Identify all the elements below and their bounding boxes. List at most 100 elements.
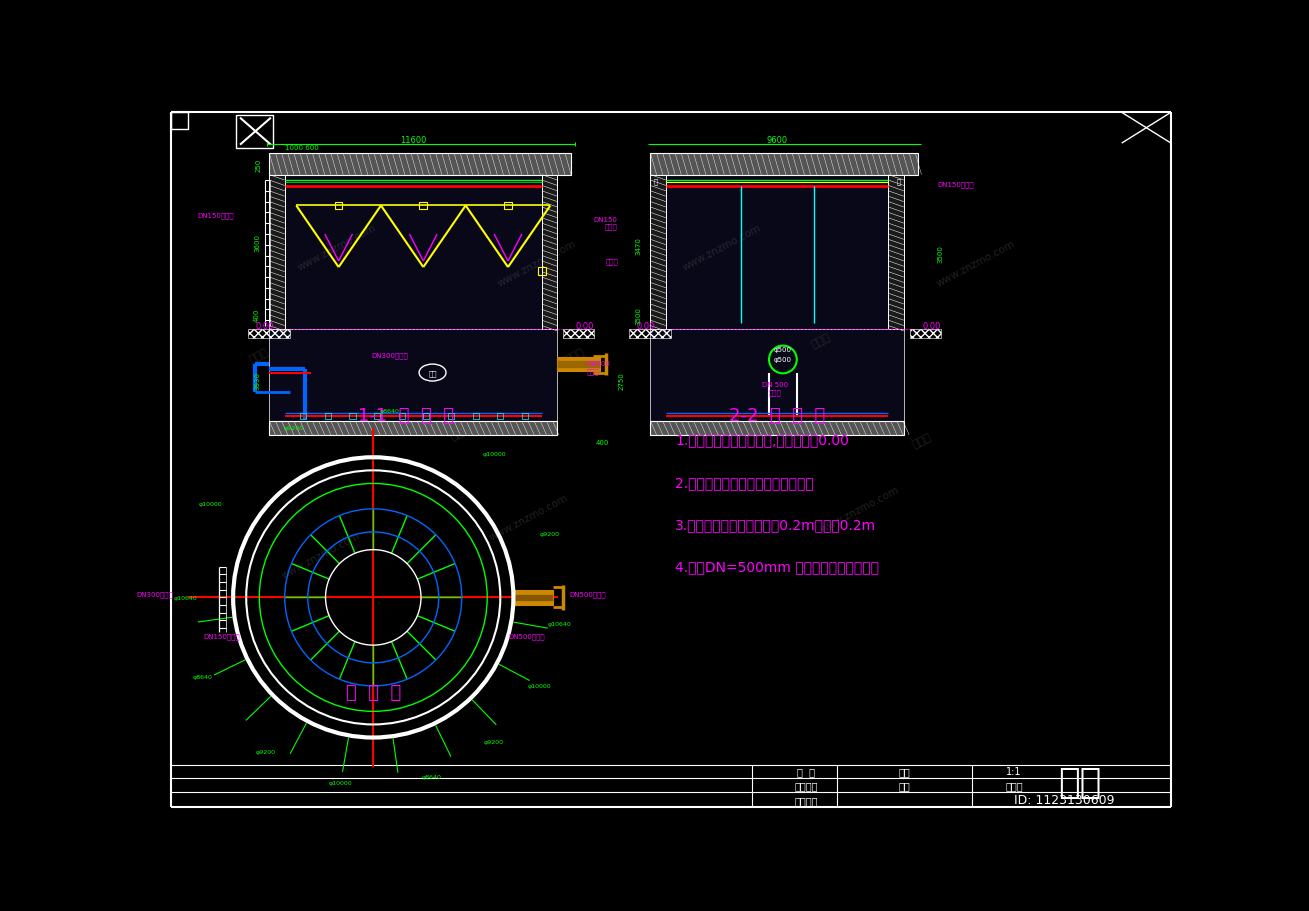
Text: 1:1: 1:1 xyxy=(1007,766,1021,776)
Text: www.znzmo.com: www.znzmo.com xyxy=(296,223,377,272)
Text: DN150放气管: DN150放气管 xyxy=(937,181,974,188)
Bar xyxy=(374,413,380,419)
Text: ID: 1123130609: ID: 1123130609 xyxy=(1013,793,1114,806)
Text: 知末网: 知末网 xyxy=(449,424,471,442)
Bar xyxy=(419,202,427,210)
Bar xyxy=(325,413,331,419)
Text: 0.00: 0.00 xyxy=(636,322,654,331)
Text: www.znzmo.com: www.znzmo.com xyxy=(681,223,762,272)
Text: φ10000: φ10000 xyxy=(482,452,505,456)
Text: φ9200: φ9200 xyxy=(255,749,275,754)
Text: 知末网: 知末网 xyxy=(564,346,586,364)
Text: DN150放气管: DN150放气管 xyxy=(204,633,241,640)
Text: 专业班级: 专业班级 xyxy=(795,781,818,791)
Text: 学号: 学号 xyxy=(899,766,911,776)
Text: 9600: 9600 xyxy=(766,136,787,145)
Text: DN150
放气管: DN150 放气管 xyxy=(593,216,618,230)
Text: 知末网: 知末网 xyxy=(810,331,833,349)
Text: 知末网: 知末网 xyxy=(910,431,932,449)
Text: www.znzmo.com: www.znzmo.com xyxy=(488,492,569,542)
Bar xyxy=(497,413,504,419)
Text: 0.00: 0.00 xyxy=(576,322,594,331)
Text: 0.00: 0.00 xyxy=(923,322,941,331)
Bar xyxy=(558,358,600,372)
Bar xyxy=(538,268,546,275)
Bar xyxy=(513,590,554,606)
Bar xyxy=(651,176,666,329)
Text: www.znzmo.com: www.znzmo.com xyxy=(819,485,901,534)
Text: 0.00: 0.00 xyxy=(255,322,274,331)
Text: 3500: 3500 xyxy=(937,245,944,263)
Text: φ8640: φ8640 xyxy=(380,408,399,414)
Text: 4.采用DN=500mm 排泥管，两天排泥一次: 4.采用DN=500mm 排泥管，两天排泥一次 xyxy=(675,560,880,574)
Text: 3930: 3930 xyxy=(254,372,260,390)
Bar xyxy=(300,413,306,419)
Text: φ10000: φ10000 xyxy=(528,683,551,689)
Text: 知末: 知末 xyxy=(1058,765,1101,799)
Text: 3600: 3600 xyxy=(254,233,260,251)
Text: 2750: 2750 xyxy=(618,372,624,390)
Text: φ8640: φ8640 xyxy=(421,773,441,779)
Bar xyxy=(473,413,479,419)
Text: 400: 400 xyxy=(254,309,260,322)
Text: 知末网: 知末网 xyxy=(249,346,271,364)
Text: 1.图尺寸均以毫米为单位,室外标高为0.00: 1.图尺寸均以毫米为单位,室外标高为0.00 xyxy=(675,433,850,447)
Text: φ9200: φ9200 xyxy=(484,739,504,744)
Text: φ8640: φ8640 xyxy=(192,674,213,680)
Text: 平  面  图: 平 面 图 xyxy=(346,683,401,701)
Text: φ9200: φ9200 xyxy=(284,425,304,430)
Text: 顶: 顶 xyxy=(897,179,901,185)
Bar xyxy=(910,329,941,339)
Text: DN500排泥管: DN500排泥管 xyxy=(569,590,606,598)
Bar xyxy=(399,413,404,419)
Text: φ500: φ500 xyxy=(774,347,792,353)
Text: 3470: 3470 xyxy=(635,237,641,255)
Text: 指导老师: 指导老师 xyxy=(795,795,818,805)
Bar xyxy=(170,113,187,130)
Text: www.znzmo.com: www.znzmo.com xyxy=(280,530,361,580)
Bar xyxy=(542,176,558,329)
Text: www.znzmo.com: www.znzmo.com xyxy=(935,238,1016,288)
Bar xyxy=(513,594,554,601)
Text: 11600: 11600 xyxy=(401,136,427,145)
Bar xyxy=(651,422,903,435)
Bar xyxy=(666,176,889,329)
Text: 排气口: 排气口 xyxy=(606,259,619,265)
Text: DN300进水管: DN300进水管 xyxy=(372,353,408,359)
Text: 2.图中结构组成均为钢筋混凝土结构: 2.图中结构组成均为钢筋混凝土结构 xyxy=(675,476,814,489)
Bar xyxy=(651,329,903,422)
Text: 250: 250 xyxy=(255,159,262,171)
Bar xyxy=(285,176,542,329)
Text: 比例: 比例 xyxy=(899,781,911,791)
Bar xyxy=(270,176,285,329)
Text: DN500进水管: DN500进水管 xyxy=(508,633,545,640)
Text: 3500: 3500 xyxy=(635,306,641,324)
Bar xyxy=(889,176,903,329)
Text: φ10640: φ10640 xyxy=(547,621,571,627)
Text: 1-1  剖  面  图: 1-1 剖 面 图 xyxy=(357,406,454,425)
Text: φ10000: φ10000 xyxy=(199,501,223,507)
Bar xyxy=(558,361,600,369)
Bar xyxy=(448,413,454,419)
Text: 400: 400 xyxy=(596,439,609,445)
Text: 人孔: 人孔 xyxy=(428,370,437,376)
Text: DN 500
排泥管: DN 500 排泥管 xyxy=(762,382,788,395)
Text: DN150放气管: DN150放气管 xyxy=(198,212,234,219)
Bar xyxy=(350,413,356,419)
Bar xyxy=(651,154,918,176)
Text: φ500: φ500 xyxy=(774,357,792,363)
Text: 1000 600: 1000 600 xyxy=(285,145,318,151)
Text: φ10640: φ10640 xyxy=(174,595,198,600)
Bar xyxy=(270,329,558,422)
Text: DN300进水管: DN300进水管 xyxy=(136,590,173,598)
Text: 2-2  剖  面  图: 2-2 剖 面 图 xyxy=(729,406,825,425)
Text: φ9200: φ9200 xyxy=(539,531,560,536)
Text: φ10000: φ10000 xyxy=(329,780,352,785)
Bar xyxy=(236,116,274,148)
Bar xyxy=(270,154,571,176)
Text: DN500
排泥管: DN500 排泥管 xyxy=(586,361,610,374)
Text: 顶: 顶 xyxy=(653,179,658,185)
Bar xyxy=(335,202,343,210)
Text: 姓  名: 姓 名 xyxy=(797,766,816,776)
Bar xyxy=(504,202,512,210)
